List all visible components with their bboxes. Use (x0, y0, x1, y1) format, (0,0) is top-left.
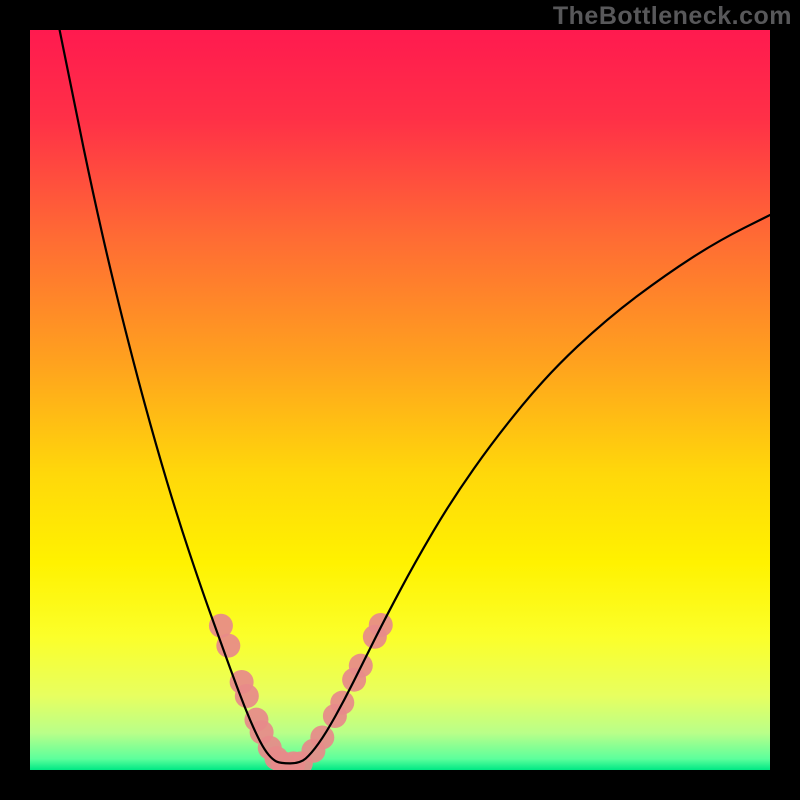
plot-area (30, 30, 770, 770)
bottleneck-curve (60, 30, 770, 763)
chart-overlay-svg (30, 30, 770, 770)
watermark-text: TheBottleneck.com (553, 2, 792, 31)
scatter-points (209, 613, 393, 770)
chart-frame: TheBottleneck.com (0, 0, 800, 800)
